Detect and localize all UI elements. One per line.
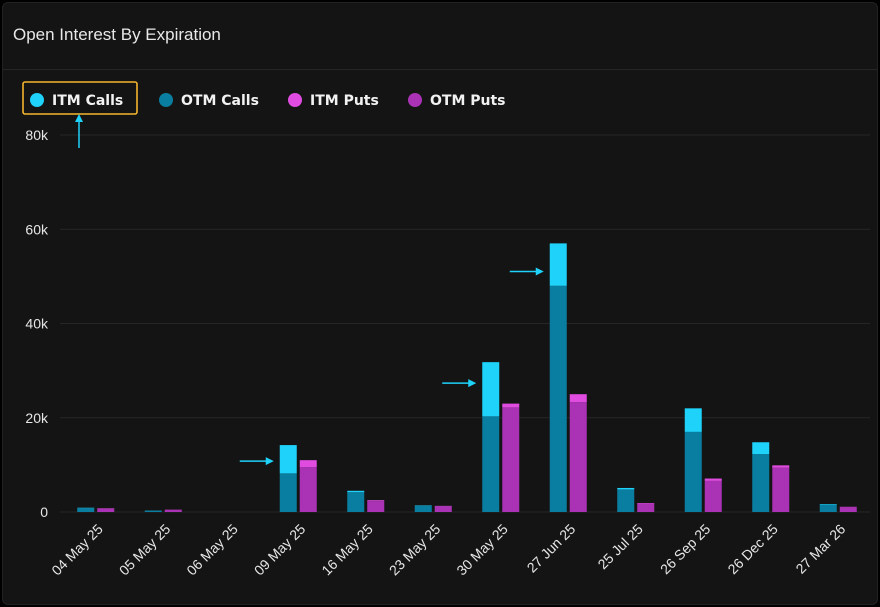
bar-otm-calls[interactable] — [684, 431, 702, 512]
header-divider — [3, 69, 877, 70]
legend-label: ITM Calls — [52, 93, 123, 109]
bar-itm-puts[interactable] — [772, 465, 790, 468]
y-tick-label: 80k — [25, 127, 49, 143]
x-tick-label: 26 Sep 25 — [657, 521, 714, 578]
x-tick-label: 04 May 25 — [48, 521, 106, 579]
legend-swatch — [408, 93, 422, 107]
legend-label: OTM Puts — [430, 93, 506, 109]
bar-otm-puts[interactable] — [299, 467, 317, 512]
bar-otm-calls[interactable] — [279, 473, 297, 512]
bar-itm-calls[interactable] — [684, 408, 702, 432]
annotations — [75, 114, 544, 466]
bar-itm-calls[interactable] — [617, 487, 635, 490]
legend-item-itm-calls[interactable]: ITM Calls — [22, 81, 138, 115]
bar-otm-calls[interactable] — [752, 454, 770, 512]
bar-itm-puts[interactable] — [502, 403, 520, 408]
arrow-right-icon — [509, 267, 544, 276]
x-tick-label: 06 May 25 — [183, 521, 241, 579]
bar-otm-calls[interactable] — [347, 492, 365, 512]
x-tick-label: 23 May 25 — [386, 521, 444, 579]
x-tick-label: 25 Jul 25 — [594, 521, 646, 573]
bar-otm-calls[interactable] — [482, 416, 500, 512]
y-tick-label: 0 — [40, 504, 48, 520]
bar-otm-calls[interactable] — [549, 285, 567, 512]
x-tick-label: 16 May 25 — [318, 521, 376, 579]
legend-swatch — [288, 93, 302, 107]
bar-otm-calls[interactable] — [617, 489, 635, 512]
bars — [77, 243, 857, 512]
bar-otm-puts[interactable] — [97, 508, 115, 512]
bar-otm-puts[interactable] — [704, 480, 722, 512]
bar-otm-puts[interactable] — [569, 402, 587, 512]
legend-item-otm-calls[interactable]: OTM Calls — [159, 93, 259, 109]
legend-item-otm-puts[interactable]: OTM Puts — [408, 93, 506, 109]
bar-itm-puts[interactable] — [569, 394, 587, 403]
x-axis-ticks: 04 May 25 05 May 25 06 May 25 09 May 25 16 M… — [48, 521, 848, 579]
x-tick-label: 30 May 25 — [453, 521, 511, 579]
bar-itm-puts[interactable] — [704, 478, 722, 481]
bar-itm-calls[interactable] — [482, 362, 500, 417]
legend-swatch — [30, 93, 44, 107]
x-tick-label: 09 May 25 — [251, 521, 309, 579]
bar-itm-calls[interactable] — [549, 243, 567, 286]
bar-otm-calls[interactable] — [77, 508, 95, 512]
grid-lines — [60, 134, 870, 513]
arrow-right-icon — [442, 379, 477, 388]
bar-otm-puts[interactable] — [434, 506, 452, 512]
y-tick-label: 20k — [25, 410, 49, 426]
legend-swatch — [159, 93, 173, 107]
bar-itm-puts[interactable] — [367, 500, 385, 502]
bar-otm-puts[interactable] — [839, 507, 857, 512]
y-tick-label: 40k — [25, 316, 49, 332]
bar-itm-calls[interactable] — [347, 490, 365, 493]
bar-itm-calls[interactable] — [752, 442, 770, 455]
bar-otm-puts[interactable] — [367, 501, 385, 512]
y-axis-ticks: 0 20k 40k 60k 80k — [25, 127, 49, 520]
bar-otm-puts[interactable] — [502, 407, 520, 512]
y-tick-label: 60k — [25, 221, 49, 237]
page-title: Open Interest By Expiration — [13, 25, 221, 44]
bar-otm-calls[interactable] — [414, 505, 432, 512]
x-tick-label: 27 Mar 26 — [792, 521, 848, 577]
arrow-up-icon — [75, 114, 83, 148]
legend-item-itm-puts[interactable]: ITM Puts — [288, 93, 379, 109]
bar-otm-puts[interactable] — [637, 503, 655, 512]
legend-label: ITM Puts — [310, 93, 379, 109]
legend-label: OTM Calls — [181, 93, 259, 109]
bar-otm-calls[interactable] — [819, 504, 837, 512]
bar-itm-calls[interactable] — [279, 445, 297, 474]
legend-highlight-box — [22, 81, 138, 115]
legend[interactable]: ITM Calls OTM Calls ITM Puts OTM Puts — [22, 81, 506, 115]
bar-otm-puts[interactable] — [772, 467, 790, 512]
x-tick-label: 27 Jun 25 — [524, 521, 579, 576]
x-tick-label: 05 May 25 — [116, 521, 174, 579]
bar-otm-puts[interactable] — [164, 509, 182, 512]
bar-otm-calls[interactable] — [144, 510, 162, 512]
bar-itm-puts[interactable] — [299, 460, 317, 468]
arrow-right-icon — [239, 457, 274, 466]
x-tick-label: 26 Dec 25 — [724, 521, 781, 578]
